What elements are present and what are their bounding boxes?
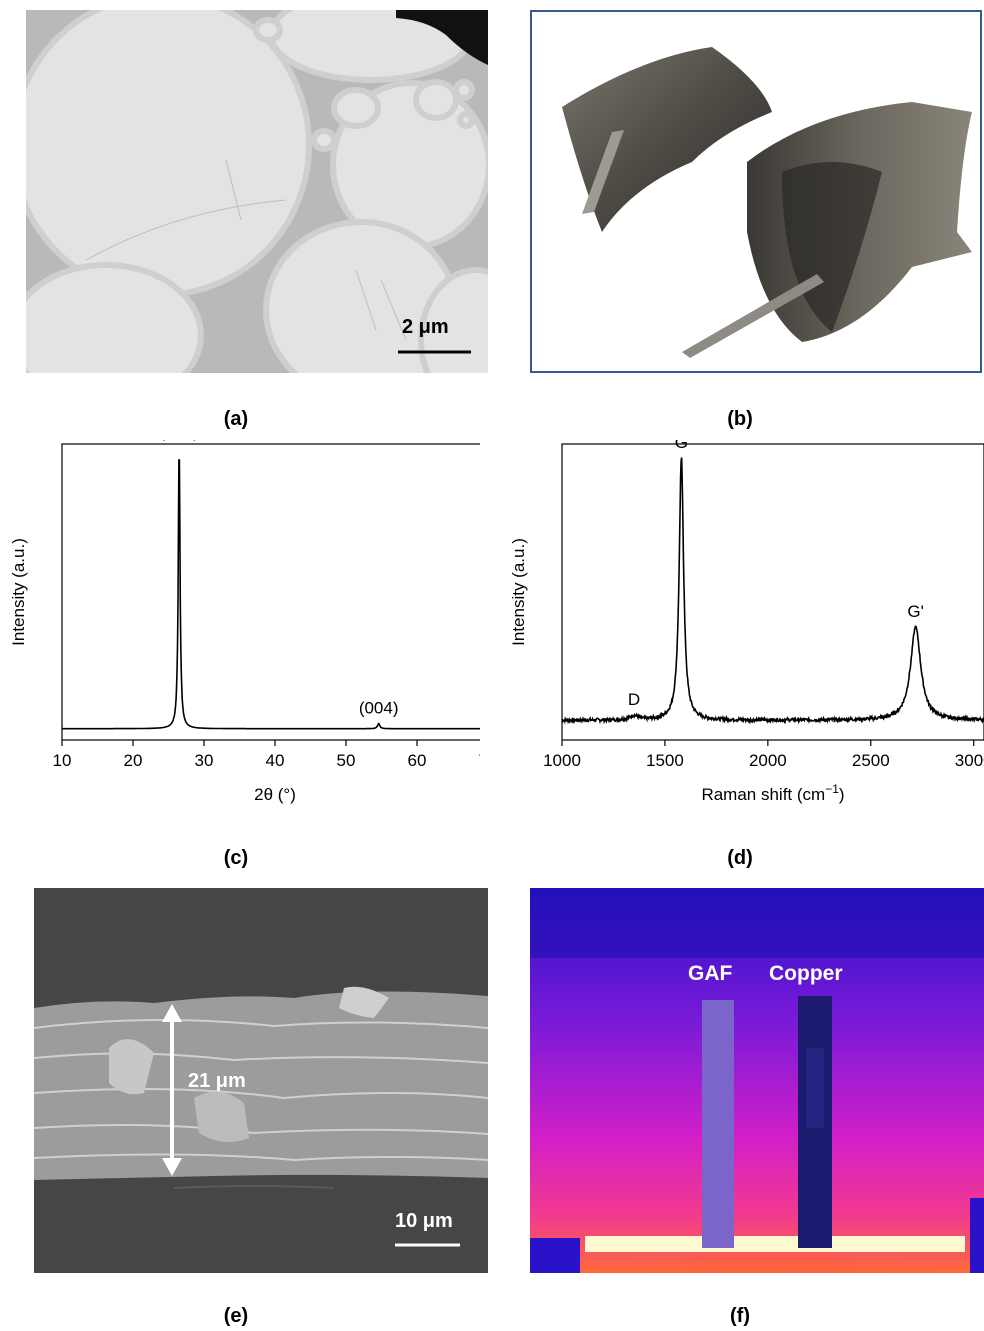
copper-label: Copper xyxy=(769,962,843,985)
raman-peak-label-2: G' xyxy=(907,602,923,621)
thickness-label: 21 μm xyxy=(188,1070,246,1092)
thermal-image: GAF Copper xyxy=(530,888,984,1273)
xrd-x-tick-label: 50 xyxy=(337,751,356,770)
gaf-film-photo-svg xyxy=(562,47,972,358)
caption-e: (e) xyxy=(223,1305,249,1327)
xrd-x-axis-label: 2θ (°) xyxy=(254,785,296,804)
caption-a: (a) xyxy=(223,408,249,430)
scale-bar-label-e: 10 μm xyxy=(395,1210,453,1232)
raman-peak-label-0: D xyxy=(628,690,640,709)
xrd-x-tick-label: 40 xyxy=(266,751,285,770)
raman-x-tick-label: 3000 xyxy=(955,751,984,770)
raman-chart: 1000 1500 2000 2500 3000 D G G' Intensity (a.u.)… xyxy=(509,440,984,804)
xrd-x-tick-label: 60 xyxy=(408,751,427,770)
raman-x-tick-label: 2000 xyxy=(749,751,787,770)
sem-cross-section: 21 μm 10 μm xyxy=(34,888,488,1273)
xrd-chart: 10 20 30 40 50 60 70 (002) (004) Intensity (a.u.)… xyxy=(9,440,480,804)
caption-d: (d) xyxy=(727,847,753,869)
raman-peak-label-1: G xyxy=(675,440,688,452)
raman-x-tick-label: 2500 xyxy=(852,751,890,770)
caption-f: (f) xyxy=(730,1305,750,1327)
raman-x-tick-label: 1000 xyxy=(543,751,581,770)
gaf-film-photo xyxy=(530,10,982,373)
xrd-x-tick-label: 70 xyxy=(479,751,480,770)
sem-cross-section-svg xyxy=(34,888,488,1273)
caption-c: (c) xyxy=(223,847,249,869)
xrd-peak-label-0: (002) xyxy=(159,440,199,441)
thermal-image-svg xyxy=(530,888,984,1273)
xrd-plot-frame xyxy=(61,443,480,741)
raman-y-axis-label: Intensity (a.u.) xyxy=(509,538,528,646)
raman-plot-frame xyxy=(561,443,984,741)
caption-b: (b) xyxy=(727,408,753,430)
xrd-series-line xyxy=(62,459,480,730)
xrd-x-tick-label: 20 xyxy=(124,751,143,770)
xrd-peak-label-1: (004) xyxy=(359,699,399,718)
xrd-x-tick-label: 30 xyxy=(195,751,214,770)
scale-bar-label-a: 2 μm xyxy=(402,316,449,338)
raman-x-axis-label: Raman shift (cm−1) xyxy=(701,782,844,804)
xrd-x-tick-label: 10 xyxy=(53,751,72,770)
raman-x-tick-label: 1500 xyxy=(646,751,684,770)
tem-image-svg xyxy=(26,10,488,373)
tem-image: 2 μm xyxy=(26,10,488,373)
raman-series-line xyxy=(561,457,984,725)
gaf-label: GAF xyxy=(688,962,733,985)
xrd-y-axis-label: Intensity (a.u.) xyxy=(9,538,28,646)
